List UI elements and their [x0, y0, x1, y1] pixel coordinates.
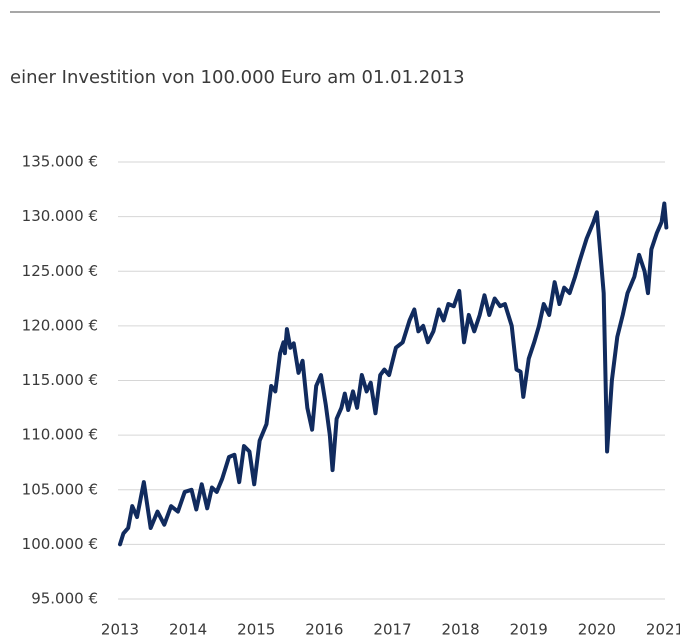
- x-tick-label: 2021: [646, 621, 680, 637]
- x-tick-label: 2020: [578, 621, 616, 637]
- y-tick-label: 135.000 €: [22, 153, 98, 171]
- x-tick-label: 2018: [442, 621, 480, 637]
- y-tick-label: 130.000 €: [22, 207, 98, 225]
- y-tick-label: 125.000 €: [22, 262, 98, 280]
- x-tick-label: 2016: [305, 621, 343, 637]
- y-tick-label: 120.000 €: [22, 316, 98, 334]
- y-tick-label: 95.000 €: [31, 590, 98, 608]
- y-tick-label: 115.000 €: [22, 371, 98, 389]
- y-tick-label: 105.000 €: [22, 480, 98, 498]
- x-tick-label: 2019: [510, 621, 548, 637]
- data-line: [118, 201, 669, 547]
- x-tick-label: 2015: [237, 621, 275, 637]
- x-tick-label: 2013: [101, 621, 139, 637]
- x-tick-label: 2017: [373, 621, 411, 637]
- y-tick-label: 100.000 €: [22, 535, 98, 553]
- chart-subtitle: einer Investition von 100.000 Euro am 01…: [10, 67, 465, 88]
- y-tick-label: 110.000 €: [22, 426, 98, 444]
- x-tick-label: 2014: [169, 621, 207, 637]
